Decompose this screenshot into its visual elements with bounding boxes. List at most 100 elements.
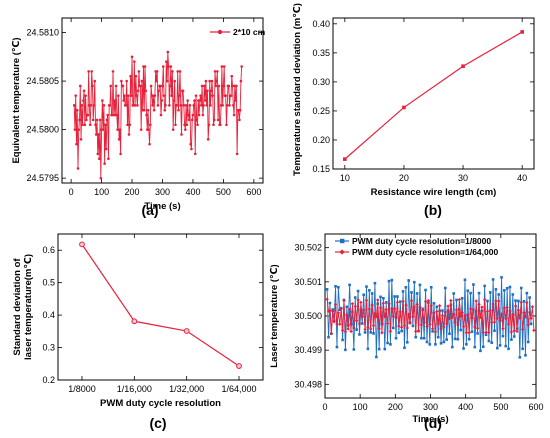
data-point	[493, 329, 496, 332]
x-tick-label: 10	[340, 173, 350, 183]
data-point	[385, 321, 390, 326]
data-point	[367, 307, 372, 311]
data-point	[343, 157, 347, 161]
data-point	[129, 74, 132, 78]
data-point	[83, 123, 87, 127]
data-point	[387, 279, 391, 283]
y-tick-label: 0.3	[42, 343, 55, 353]
data-point	[349, 329, 353, 334]
data-point	[402, 323, 407, 328]
data-point	[371, 323, 376, 328]
data-point	[74, 94, 78, 97]
data-point	[90, 70, 93, 73]
data-point	[148, 142, 151, 146]
x-tick-label: 500	[216, 187, 231, 197]
data-point	[359, 300, 363, 305]
data-point	[119, 152, 122, 156]
data-point	[162, 94, 166, 97]
data-point	[494, 288, 498, 291]
data-point	[187, 113, 190, 117]
data-point	[238, 108, 242, 112]
data-point	[181, 89, 185, 93]
data-point	[423, 299, 428, 304]
data-point	[459, 328, 463, 332]
data-point	[176, 70, 180, 73]
x-axis-label: Time (s)	[144, 201, 180, 212]
data-point	[421, 308, 425, 313]
data-point	[468, 307, 473, 311]
data-point	[481, 330, 485, 335]
data-point	[115, 113, 119, 117]
data-point	[528, 296, 531, 299]
series-line	[81, 244, 240, 367]
data-point	[428, 343, 432, 346]
legend-label: PWM duty cycle resolution=1/64,000	[352, 247, 498, 257]
data-point	[475, 326, 480, 330]
data-point	[363, 331, 367, 334]
data-point	[133, 104, 137, 107]
data-point	[401, 299, 405, 304]
data-point	[429, 304, 433, 308]
data-point	[414, 329, 418, 334]
data-point	[104, 123, 107, 127]
data-point	[467, 331, 471, 335]
x-tick-label: 100	[353, 402, 368, 412]
y-tick-label: 0.6	[42, 245, 55, 255]
data-point	[79, 241, 85, 248]
data-point	[208, 79, 212, 83]
data-point	[435, 305, 439, 309]
data-point	[341, 338, 344, 342]
data-point	[235, 152, 239, 156]
data-point	[156, 104, 160, 107]
data-point	[491, 278, 495, 281]
data-point	[183, 123, 186, 127]
data-point	[520, 30, 524, 34]
data-point	[454, 308, 459, 312]
data-point	[217, 84, 221, 88]
data-point	[224, 94, 227, 97]
data-point	[465, 343, 468, 346]
x-axis-label: Time (s)	[412, 414, 448, 425]
data-point	[495, 316, 500, 321]
data-point	[201, 113, 205, 117]
data-point	[397, 324, 401, 328]
data-point	[343, 330, 348, 334]
data-point	[163, 108, 167, 112]
data-point	[140, 79, 144, 83]
data-point	[442, 340, 446, 344]
data-point	[161, 65, 165, 68]
x-tick-label: 1/8000	[68, 384, 96, 394]
data-point	[328, 301, 332, 305]
data-point	[344, 348, 347, 352]
data-point	[480, 305, 484, 309]
data-point	[202, 104, 205, 107]
data-point	[398, 300, 402, 303]
data-point	[359, 308, 363, 312]
x-tick-label: 400	[185, 187, 200, 197]
data-point	[360, 322, 364, 325]
data-point	[333, 302, 338, 307]
data-point	[483, 284, 486, 288]
data-point	[466, 312, 470, 317]
panel-label: (d)	[424, 415, 442, 431]
x-tick-label: 300	[155, 187, 170, 197]
data-point	[410, 291, 413, 294]
data-point	[383, 347, 387, 351]
data-point	[409, 298, 414, 303]
x-tick-label: 400	[458, 402, 473, 412]
data-point	[435, 309, 439, 314]
legend-marker	[340, 238, 345, 244]
data-point	[470, 316, 474, 320]
y-axis-label: Temperature standard deviation (m℃)	[292, 3, 303, 176]
data-point	[97, 133, 100, 136]
data-point	[353, 304, 357, 309]
data-point	[518, 356, 522, 359]
data-point	[527, 310, 532, 314]
data-point	[173, 79, 176, 83]
data-point	[75, 142, 78, 146]
data-point	[443, 310, 447, 314]
data-point	[391, 326, 395, 330]
data-point	[339, 307, 343, 311]
data-point	[415, 292, 419, 295]
data-point	[158, 84, 162, 88]
